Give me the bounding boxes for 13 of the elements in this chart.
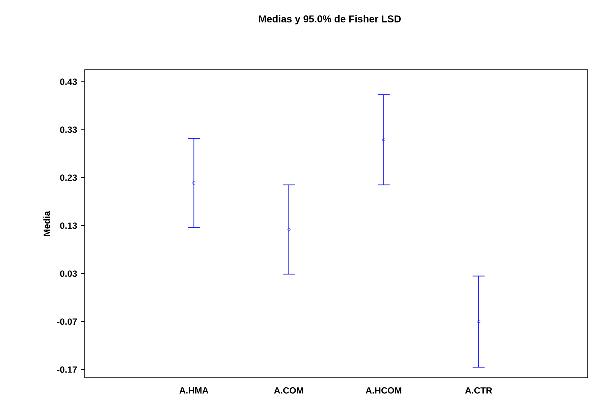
y-tick-label: -0.17: [57, 366, 78, 374]
y-tick-label: 0.23: [60, 174, 78, 182]
y-tick-label: -0.07: [57, 318, 78, 326]
x-tick-label: A.HCOM: [366, 388, 402, 394]
y-tick-label: 0.03: [60, 270, 78, 278]
y-tick-label: 0.43: [60, 78, 78, 86]
y-tick-label: 0.33: [60, 126, 78, 134]
x-tick-label: A.COM: [274, 388, 304, 394]
x-tick-label: A.HMA: [180, 388, 209, 394]
x-tick-label: A.CTR: [465, 388, 492, 394]
y-tick-label: 0.13: [60, 222, 78, 230]
y-axis-title: Media: [44, 211, 50, 236]
chart-title: Medias y 95.0% de Fisher LSD: [259, 15, 402, 25]
